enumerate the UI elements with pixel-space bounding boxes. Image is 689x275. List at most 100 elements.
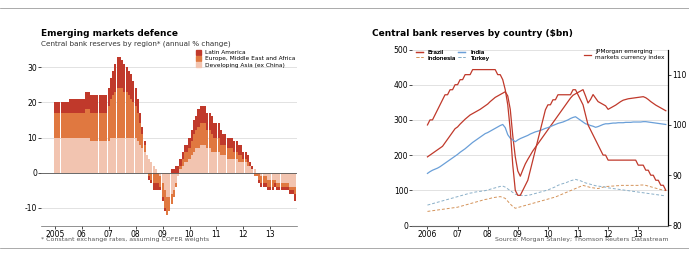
Bar	[54, 138, 56, 173]
Bar	[152, 173, 154, 183]
Bar	[121, 60, 123, 88]
Bar	[161, 197, 163, 201]
Bar	[204, 145, 206, 173]
Bar	[184, 145, 186, 152]
Bar	[79, 113, 81, 138]
Bar	[294, 194, 296, 201]
Bar	[148, 173, 150, 176]
Bar	[207, 113, 209, 130]
Bar	[258, 180, 260, 183]
Bar	[96, 113, 99, 141]
Bar	[143, 152, 145, 173]
Bar	[157, 173, 159, 183]
Bar	[125, 67, 127, 92]
Legend: Brazil, Indonesia, India, Turkey: Brazil, Indonesia, India, Turkey	[415, 49, 490, 61]
Bar	[269, 173, 271, 180]
Bar	[265, 176, 267, 183]
Bar	[155, 183, 157, 190]
Bar	[99, 141, 101, 173]
Bar	[234, 159, 236, 173]
Text: Central bank reserves by country ($bn): Central bank reserves by country ($bn)	[372, 29, 573, 39]
Bar	[282, 187, 285, 190]
Bar	[294, 173, 296, 187]
Bar	[103, 95, 105, 113]
Bar	[274, 183, 276, 187]
Bar	[209, 148, 211, 173]
Bar	[291, 187, 294, 190]
Bar	[150, 173, 152, 180]
Bar	[125, 92, 127, 138]
Bar	[107, 141, 110, 173]
Bar	[130, 74, 132, 99]
Bar	[249, 166, 251, 173]
Bar	[90, 113, 92, 141]
Bar	[134, 106, 136, 138]
Legend: JPMorgan emerging
markets currency index: JPMorgan emerging markets currency index	[583, 49, 666, 61]
Bar	[271, 180, 274, 187]
Bar	[291, 190, 294, 194]
Bar	[101, 141, 103, 173]
Bar	[207, 148, 209, 173]
Legend: Latin America, Europe, Middle East and Africa, Developing Asia (ex China): Latin America, Europe, Middle East and A…	[195, 49, 297, 69]
Bar	[134, 88, 136, 106]
Bar	[265, 183, 267, 187]
Bar	[280, 173, 282, 183]
Bar	[256, 173, 258, 176]
Bar	[141, 134, 143, 148]
Bar	[54, 102, 56, 113]
Bar	[216, 152, 218, 173]
Bar	[236, 159, 238, 173]
Bar	[222, 145, 224, 155]
Bar	[269, 187, 271, 190]
Bar	[159, 173, 161, 176]
Bar	[222, 155, 224, 173]
Bar	[107, 88, 110, 106]
Bar	[227, 159, 229, 173]
Bar	[141, 148, 143, 173]
Bar	[184, 152, 186, 162]
Bar	[251, 166, 254, 169]
Bar	[213, 152, 215, 173]
Bar	[267, 173, 269, 180]
Bar	[159, 176, 161, 187]
Bar	[258, 173, 260, 180]
Bar	[276, 183, 278, 187]
Bar	[92, 95, 94, 113]
Bar	[123, 92, 125, 138]
Bar	[240, 155, 242, 162]
Bar	[70, 113, 72, 138]
Bar	[130, 99, 132, 138]
Bar	[56, 102, 58, 113]
Bar	[195, 148, 197, 173]
Bar	[263, 173, 265, 176]
Bar	[193, 120, 195, 134]
Bar	[180, 166, 182, 169]
Bar	[231, 148, 233, 159]
Bar	[220, 145, 222, 155]
Bar	[198, 109, 200, 127]
Bar	[148, 159, 150, 173]
Bar	[76, 138, 79, 173]
Bar	[128, 138, 130, 173]
Bar	[116, 57, 119, 88]
Bar	[81, 138, 83, 173]
Bar	[274, 180, 276, 183]
Bar	[92, 113, 94, 141]
Bar	[121, 88, 123, 138]
Bar	[110, 99, 112, 138]
Bar	[94, 113, 96, 141]
Bar	[63, 113, 65, 138]
Bar	[99, 95, 101, 113]
Bar	[236, 141, 238, 152]
Bar	[132, 81, 134, 102]
Bar	[94, 95, 96, 113]
Bar	[90, 141, 92, 173]
Bar	[164, 190, 166, 208]
Bar	[74, 138, 76, 173]
Bar	[182, 166, 184, 173]
Bar	[280, 187, 282, 190]
Bar	[193, 134, 195, 152]
Bar	[83, 113, 85, 138]
Bar	[276, 173, 278, 183]
Bar	[200, 106, 202, 123]
